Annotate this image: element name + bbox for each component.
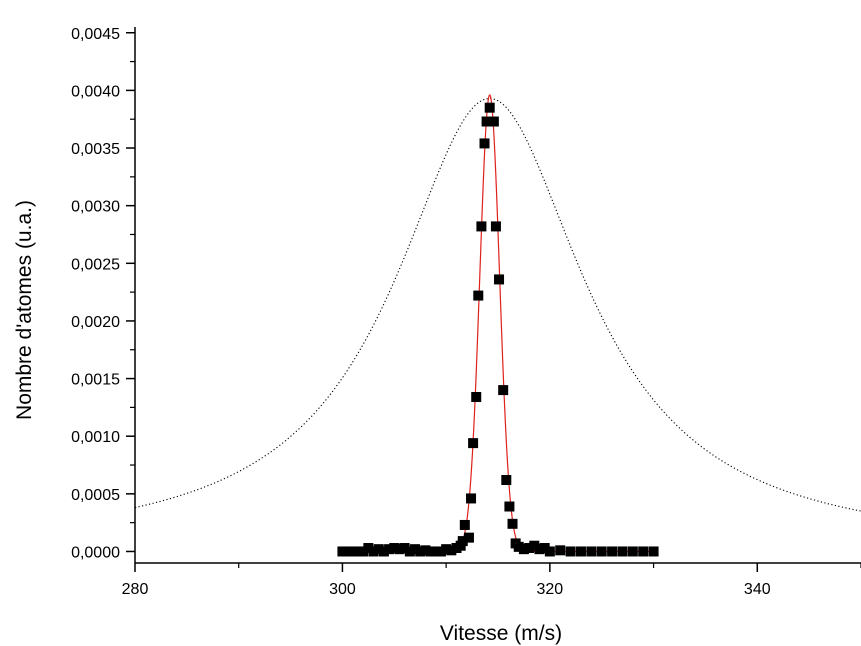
data-point bbox=[507, 518, 518, 529]
data-point bbox=[441, 544, 452, 555]
data-point bbox=[476, 221, 487, 232]
data-point bbox=[529, 540, 540, 551]
y-tick-label: 0,0040 bbox=[71, 83, 120, 100]
y-axis-title: Nombre d'atomes (u.a.) bbox=[13, 200, 36, 420]
data-point bbox=[648, 546, 659, 557]
data-point bbox=[373, 544, 384, 555]
data-point bbox=[394, 544, 405, 555]
data-point bbox=[389, 543, 400, 554]
x-axis-title: Vitesse (m/s) bbox=[440, 622, 562, 645]
data-point bbox=[435, 546, 446, 557]
data-point bbox=[347, 546, 358, 557]
data-point bbox=[575, 546, 586, 557]
data-point bbox=[617, 546, 628, 557]
data-point bbox=[518, 544, 529, 555]
data-point bbox=[539, 543, 550, 554]
data-point bbox=[488, 116, 499, 127]
y-tick-label: 0,0030 bbox=[71, 199, 120, 216]
y-tick-label: 0,0025 bbox=[71, 256, 120, 273]
data-point bbox=[410, 544, 421, 555]
data-point bbox=[504, 501, 515, 512]
data-point bbox=[459, 519, 470, 530]
data-point bbox=[490, 221, 501, 232]
data-point bbox=[471, 392, 482, 403]
gaussian-fit-layer bbox=[342, 94, 654, 553]
x-tick-label: 280 bbox=[122, 581, 149, 598]
data-point bbox=[404, 546, 415, 557]
data-point bbox=[494, 274, 505, 285]
data-point bbox=[363, 543, 374, 554]
data-point bbox=[466, 493, 477, 504]
axes-layer: 0,0000 0,0005 0,0010 0,0015 0,0020 0,0025 0,00… bbox=[71, 26, 861, 598]
y-tick-label: 0,0000 bbox=[71, 544, 120, 561]
data-point bbox=[425, 546, 436, 557]
data-point bbox=[399, 543, 410, 554]
data-point bbox=[513, 541, 524, 552]
data-point bbox=[378, 546, 389, 557]
data-point bbox=[430, 546, 441, 557]
data-point bbox=[337, 546, 348, 557]
data-point bbox=[352, 546, 363, 557]
data-point bbox=[473, 290, 484, 301]
data-point bbox=[368, 546, 379, 557]
data-points-layer bbox=[337, 102, 659, 557]
dotted-lorentzian-layer bbox=[134, 97, 861, 512]
y-tick-label: 0,0010 bbox=[71, 429, 120, 446]
lorentzian-curve bbox=[134, 97, 861, 512]
data-point bbox=[586, 546, 597, 557]
data-point bbox=[501, 475, 512, 486]
data-point bbox=[457, 536, 468, 547]
data-point bbox=[481, 116, 492, 127]
data-point bbox=[638, 546, 649, 557]
data-point bbox=[479, 138, 490, 149]
data-point bbox=[358, 546, 369, 557]
data-point bbox=[596, 546, 607, 557]
data-point bbox=[342, 546, 353, 557]
data-point bbox=[420, 545, 431, 556]
data-point bbox=[524, 543, 535, 554]
data-point bbox=[468, 438, 479, 449]
data-point bbox=[384, 544, 395, 555]
data-point bbox=[498, 385, 509, 396]
gaussian-fit-curve bbox=[342, 94, 654, 553]
data-point bbox=[607, 546, 618, 557]
data-point bbox=[565, 546, 576, 557]
y-tick-label: 0,0005 bbox=[71, 487, 120, 504]
data-point bbox=[555, 545, 566, 556]
data-point bbox=[534, 544, 545, 555]
data-point bbox=[415, 546, 426, 557]
x-tick-label: 320 bbox=[537, 581, 564, 598]
x-tick-label: 300 bbox=[329, 581, 356, 598]
data-point bbox=[463, 532, 474, 543]
data-point bbox=[446, 545, 457, 556]
y-tick-label: 0,0035 bbox=[71, 141, 120, 158]
data-point bbox=[627, 546, 638, 557]
data-point bbox=[544, 546, 555, 557]
data-point bbox=[484, 102, 495, 113]
y-tick-label: 0,0015 bbox=[71, 372, 120, 389]
y-tick-label: 0,0020 bbox=[71, 314, 120, 331]
y-tick-label: 0,0045 bbox=[71, 26, 120, 43]
x-tick-label: 340 bbox=[744, 581, 771, 598]
